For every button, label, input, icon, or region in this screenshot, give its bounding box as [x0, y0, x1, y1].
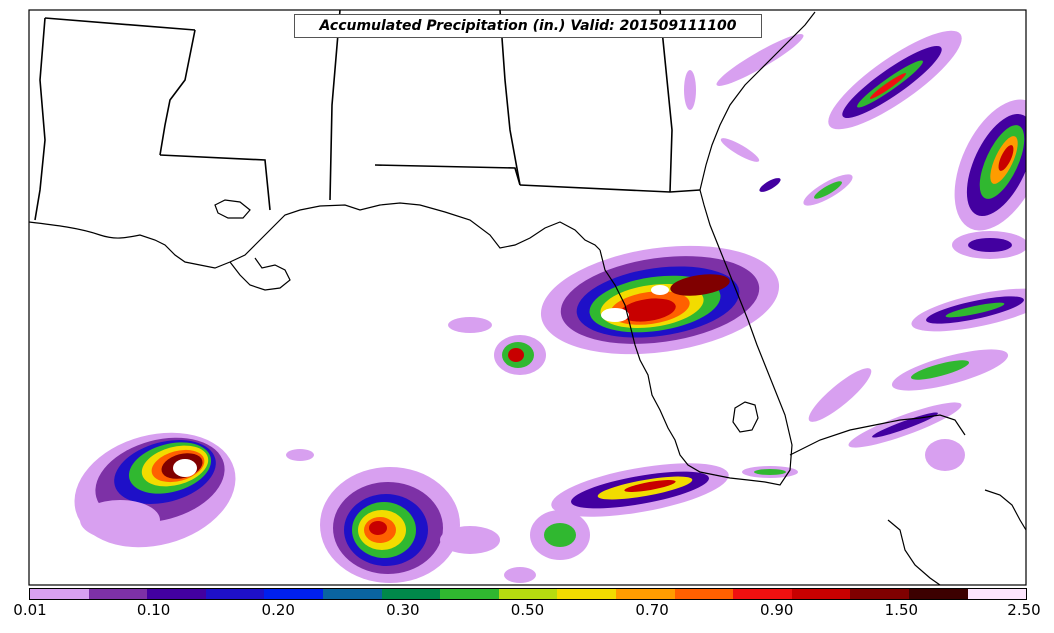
colorbar-segment: [205, 589, 265, 599]
map-title: Accumulated Precipitation (in.) Valid: 2…: [294, 14, 762, 38]
colorbar-tick-label: 0.90: [760, 601, 794, 619]
precip-area-keys-band: [504, 463, 729, 583]
hispaniola-cuba-south: [887, 519, 941, 586]
colorbar-tick-label: 0.20: [261, 601, 295, 619]
colorbar-tick-label: 0.01: [13, 601, 47, 619]
colorbar-segment: [967, 589, 1027, 599]
lake-okeechobee: [732, 401, 759, 433]
precip-area-tropical-system: [74, 432, 236, 548]
precip-area-atlantic-east: [742, 99, 1026, 478]
colorbar-tick-label: 2.50: [1007, 601, 1041, 619]
bahamas-islands: [984, 489, 1027, 531]
mississippi-river-border: [159, 29, 196, 156]
precip-area-atlantic-northeast: [684, 30, 962, 206]
colorbar-segment: [440, 589, 499, 599]
precipitation-colorbar: [29, 588, 1027, 600]
colorbar-segment: [733, 589, 792, 599]
louisiana-west-border: [34, 17, 46, 221]
colorbar-segment: [147, 589, 206, 599]
state-boundaries: [34, 9, 701, 221]
florida-west-coast: [599, 249, 716, 476]
gulf-coastline: [28, 202, 601, 269]
mississippi-alabama-border: [329, 9, 341, 201]
map-frame: [28, 9, 1027, 586]
colorbar-tick-label: 0.70: [635, 601, 669, 619]
colorbar-segment: [264, 589, 323, 599]
coastline-layer: [28, 11, 1027, 586]
colorbar-segment: [557, 589, 616, 599]
colorbar-segment: [791, 589, 851, 599]
colorbar-segment: [615, 589, 675, 599]
colorbar-tick-label: 1.50: [884, 601, 919, 619]
mississippi-delta: [229, 257, 291, 291]
lake-pontchartrain: [214, 199, 251, 219]
louisiana-north-border: [44, 17, 196, 31]
florida-east-coast: [699, 189, 793, 486]
colorbar-tick-label: 0.30: [386, 601, 420, 619]
colorbar-segment: [498, 589, 558, 599]
colorbar-segment: [674, 589, 734, 599]
colorbar-segment: [908, 589, 968, 599]
colorbar-tick-label: 0.50: [510, 601, 545, 619]
colorbar-segment: [381, 589, 441, 599]
georgia-atlantic-border: [659, 9, 673, 193]
colorbar-segment: [30, 589, 89, 599]
precip-area-southwest-cluster: [286, 449, 500, 583]
colorbar-segment: [88, 589, 148, 599]
cuba-coastline: [789, 414, 966, 456]
louisiana-south-border: [159, 154, 271, 211]
colorbar-segment: [322, 589, 382, 599]
atlantic-coastline: [699, 11, 816, 191]
alabama-georgia-border: [499, 9, 521, 186]
colorbar-segment: [850, 589, 909, 599]
colorbar-tick-label: 0.10: [136, 601, 171, 619]
